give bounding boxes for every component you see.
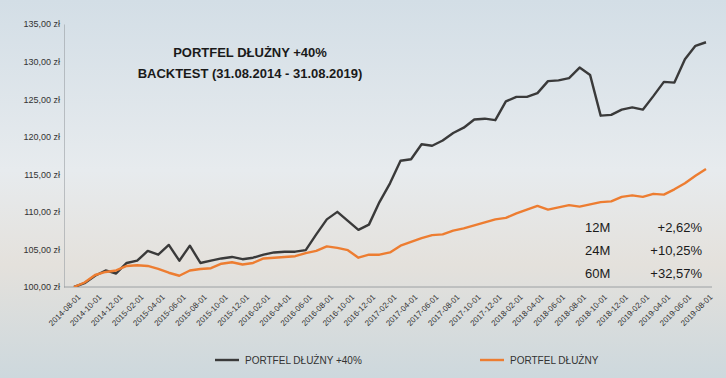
legend-label: PORTFEL DŁUŻNY +40% [245, 354, 362, 366]
legend-swatch [480, 359, 504, 361]
annotation-label: 60M [585, 266, 610, 281]
y-tick-label: 135,00 zł [23, 19, 60, 29]
legend-swatch [215, 359, 239, 361]
y-tick: 130,00 zł [23, 57, 64, 67]
x-axis-line [64, 287, 712, 288]
x-tick-label: 2019-08-01 [679, 292, 715, 328]
y-tick-label: 110,00 zł [24, 207, 60, 217]
y-tick-label: 105,00 zł [23, 245, 60, 255]
y-tick: 135,00 zł [23, 19, 64, 29]
plot-area [74, 42, 706, 287]
y-tick: 105,00 zł [23, 245, 64, 255]
annotation-label: 12M [585, 220, 610, 235]
series-line [74, 42, 706, 287]
subtitle: BACKTEST (31.08.2014 - 31.08.2019) [138, 66, 363, 81]
y-tick: 125,00 zł [23, 95, 64, 105]
annotation-value: +2,62% [658, 220, 703, 235]
annotation-value: +10,25% [650, 243, 702, 258]
annotation-label: 24M [585, 243, 610, 258]
chart: 100,00 zł 105,00 zł 110,00 zł 115,00 zł 120,… [0, 0, 726, 378]
y-tick: 110,00 zł [24, 207, 64, 217]
x-axis: 2014-08-012014-10-012014-12-012015-02-01… [47, 287, 715, 328]
y-tick-label: 115,00 zł [24, 170, 60, 180]
legend: PORTFEL DŁUŻNY +40% PORTFEL DŁUŻNY [215, 354, 599, 366]
title: PORTFEL DŁUŻNY +40% [173, 45, 327, 60]
y-tick: 115,00 zł [24, 170, 64, 180]
y-axis: 100,00 zł 105,00 zł 110,00 zł 115,00 zł 120,… [23, 19, 64, 292]
y-tick: 100,00 zł [23, 282, 64, 292]
annotation-value: +32,57% [650, 266, 702, 281]
y-tick: 120,00 zł [23, 132, 64, 142]
legend-label: PORTFEL DŁUŻNY [510, 354, 599, 366]
y-tick-label: 120,00 zł [23, 132, 60, 142]
series-line [74, 169, 706, 287]
y-axis-line [64, 25, 65, 288]
y-tick-label: 130,00 zł [23, 57, 60, 67]
y-tick-label: 125,00 zł [23, 95, 60, 105]
y-tick-label: 100,00 zł [23, 282, 60, 292]
annotations: 12M +2,62% 24M +10,25% 60M +32,57% [585, 220, 702, 281]
x-tick: 2019-08-01 [679, 287, 715, 328]
